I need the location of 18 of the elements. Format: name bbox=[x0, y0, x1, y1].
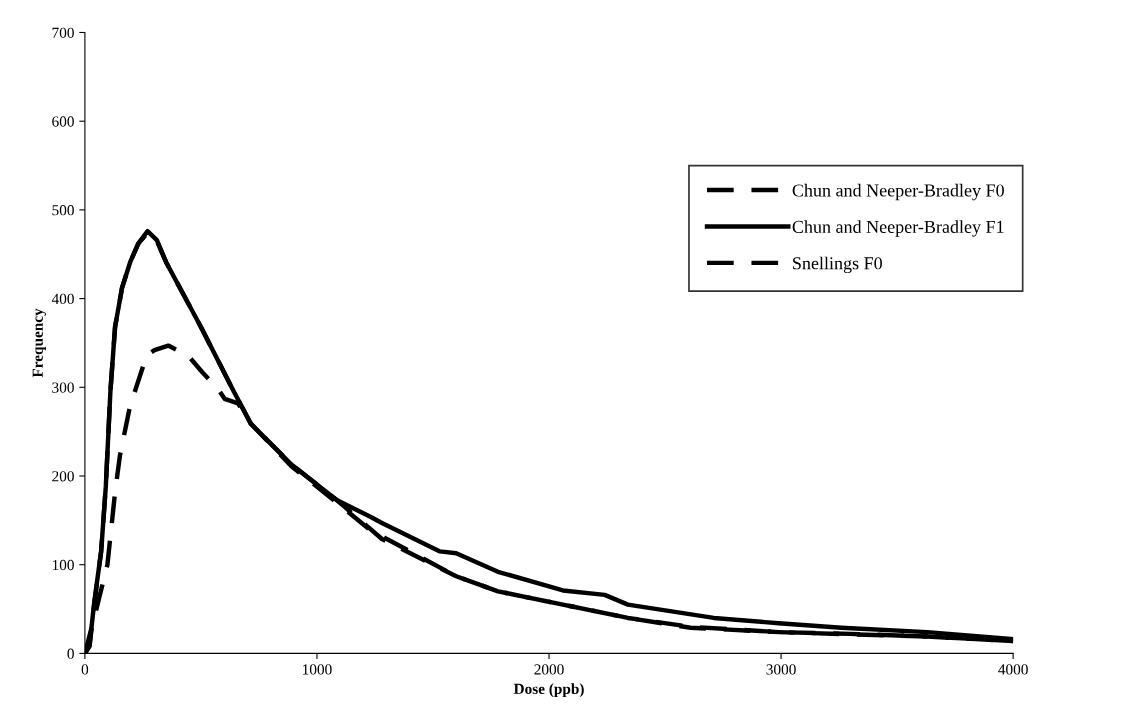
x-tick-label: 0 bbox=[81, 664, 89, 675]
y-tick-label: 600 bbox=[52, 116, 74, 127]
x-tick-label: 2000 bbox=[534, 664, 564, 675]
y-tick-label: 0 bbox=[67, 648, 74, 659]
y-axis-title: Frequency bbox=[32, 308, 47, 378]
y-tick-label: 200 bbox=[52, 471, 74, 482]
y-tick-label: 300 bbox=[52, 382, 74, 393]
y-tick-label: 500 bbox=[52, 205, 74, 216]
x-axis-title: Dose (ppb) bbox=[513, 683, 584, 698]
y-tick-label: 400 bbox=[51, 293, 74, 305]
y-tick-label: 100 bbox=[52, 559, 74, 571]
x-tick-label: 3000 bbox=[766, 664, 796, 675]
y-tick-label: 700 bbox=[52, 27, 74, 38]
legend-label: Chun and Neeper-Bradley F0 bbox=[792, 183, 1004, 201]
x-tick-label: 4000 bbox=[998, 664, 1028, 675]
legend-label: Snellings F0 bbox=[793, 256, 882, 274]
x-tick-label: 1000 bbox=[303, 664, 332, 675]
legend-label: Chun and Neeper-Bradley F1 bbox=[792, 220, 1004, 237]
